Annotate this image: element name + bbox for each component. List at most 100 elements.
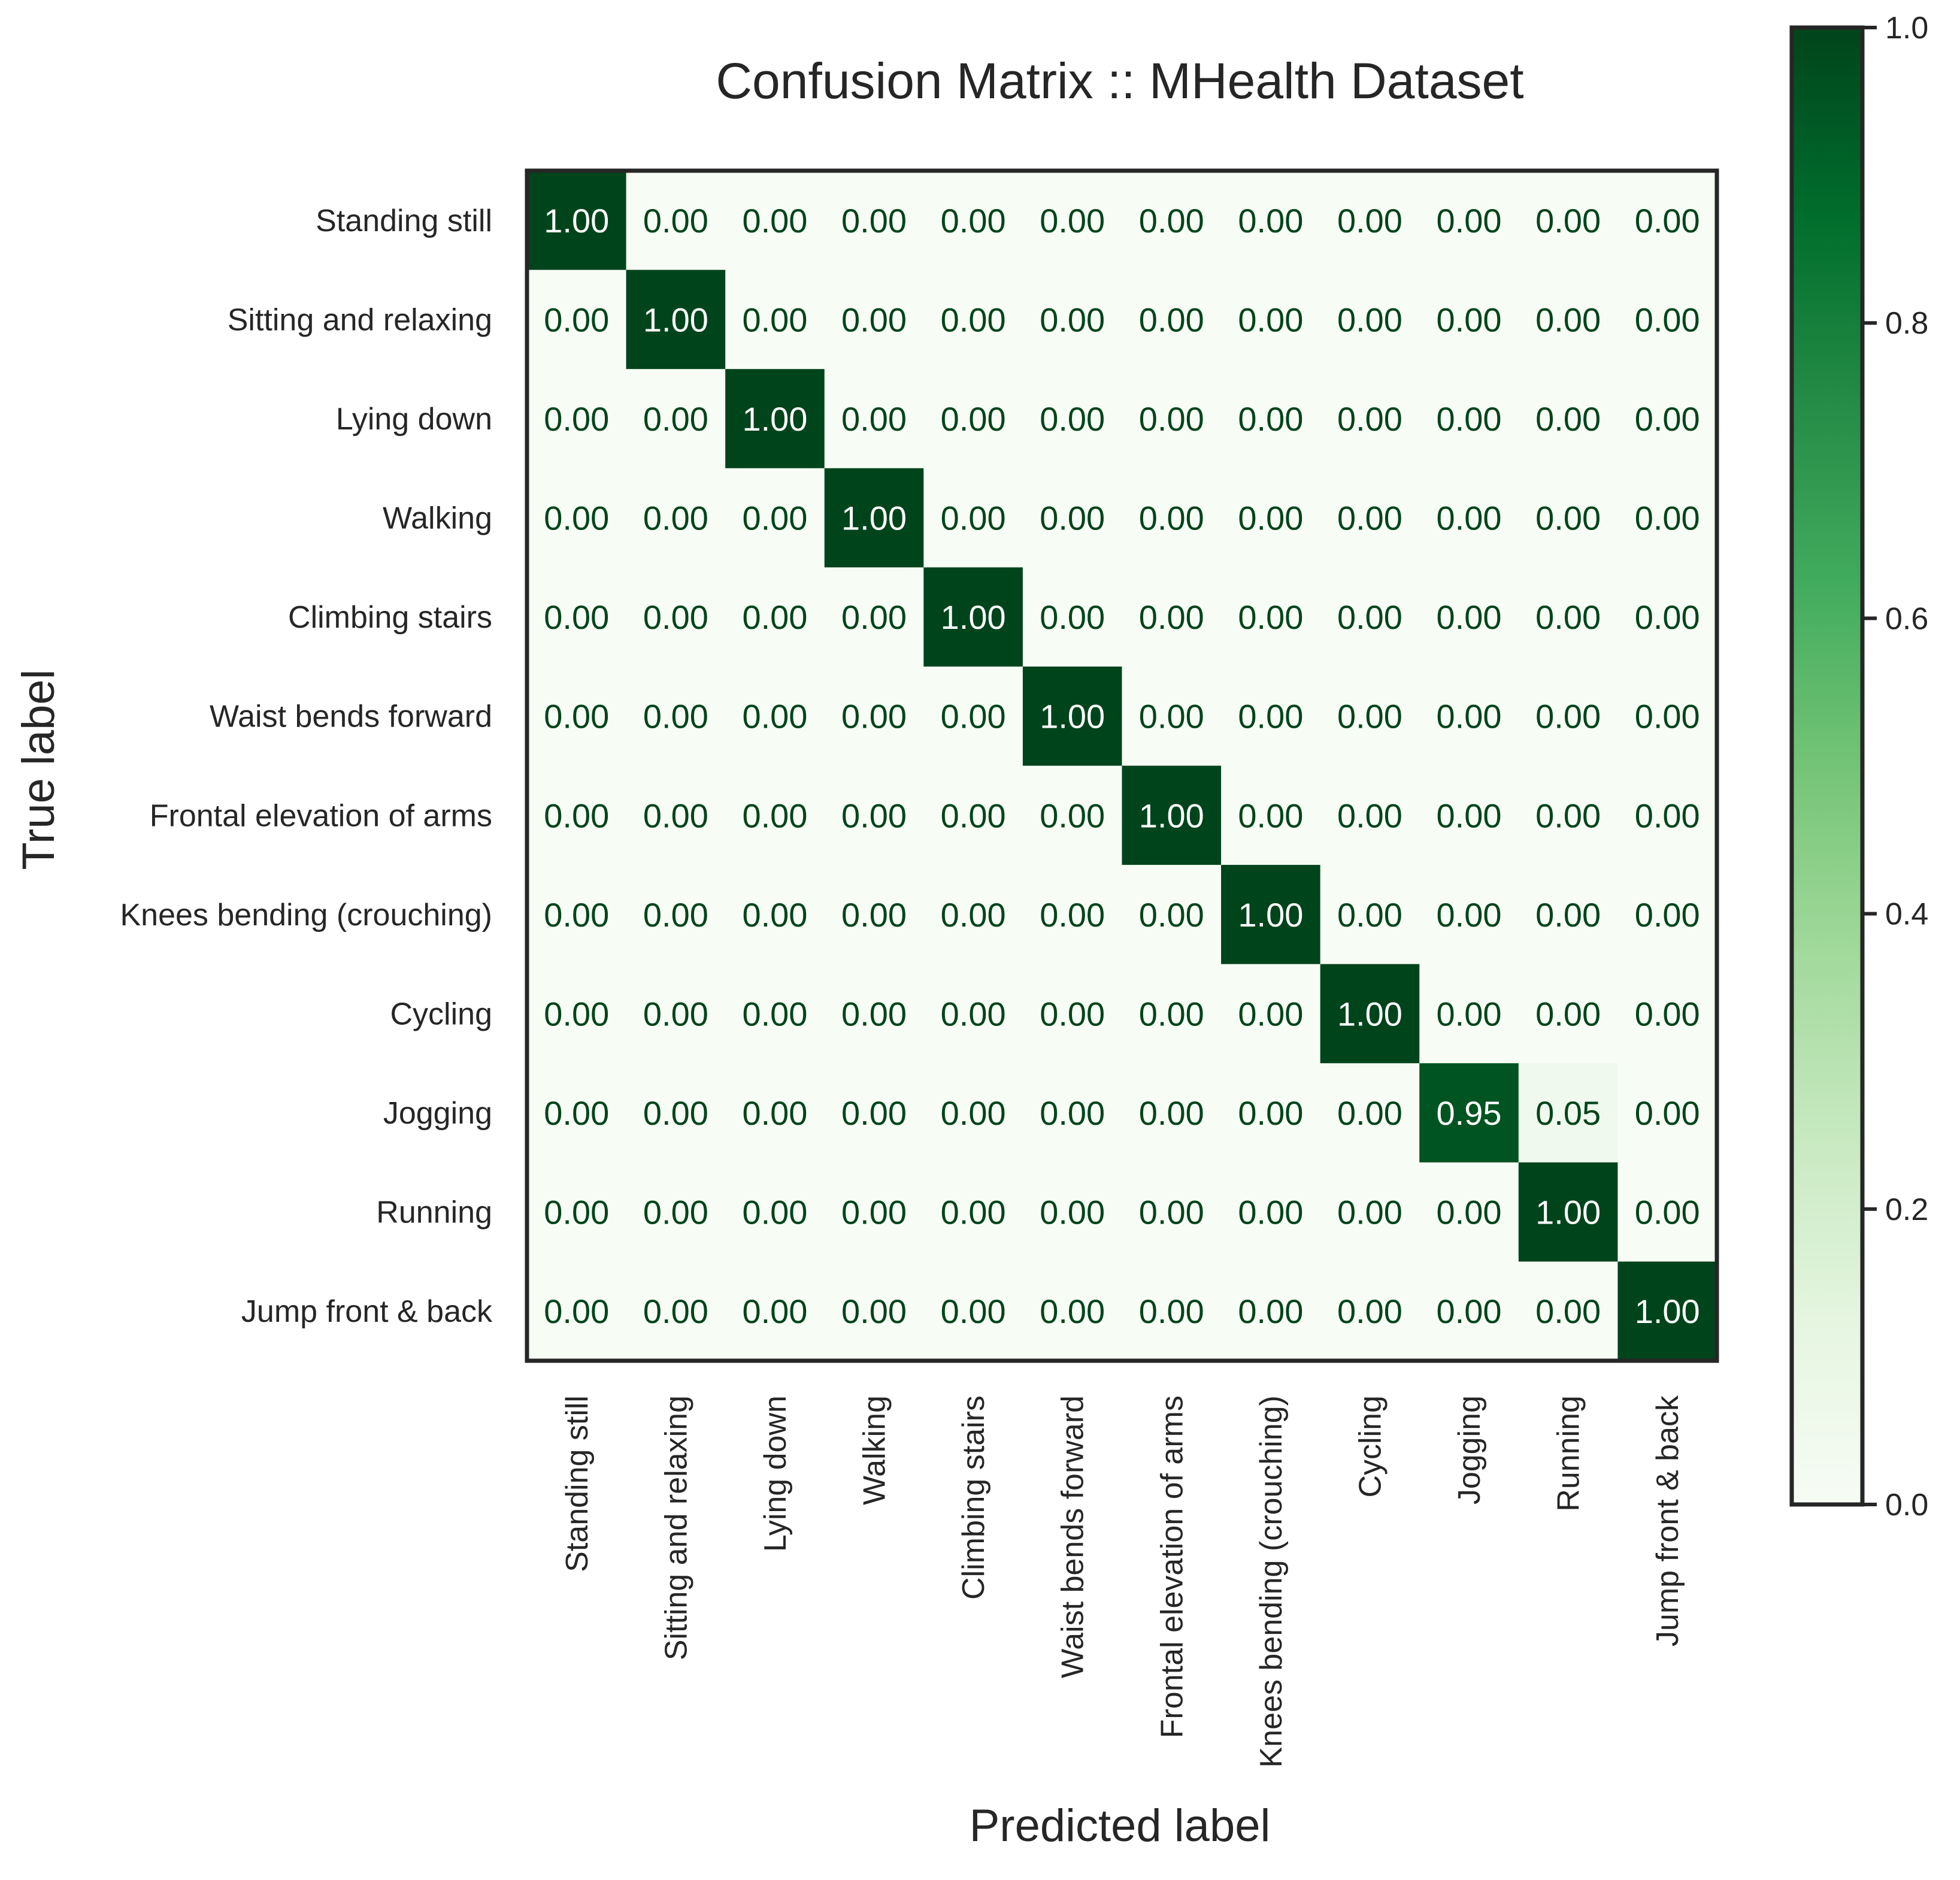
colorbar-ticks: 0.0 0.2 0.4 0.6 0.8 1.0 bbox=[1862, 11, 1928, 1522]
heatmap-cell bbox=[824, 1162, 924, 1263]
heatmap-cell bbox=[725, 171, 825, 271]
cell-value-label: 0.00 bbox=[1040, 598, 1105, 636]
cell-value-label: 1.00 bbox=[1635, 1292, 1700, 1330]
colorbar-tick-label: 1.0 bbox=[1885, 11, 1928, 46]
cell-value-label: 0.00 bbox=[742, 896, 807, 934]
heatmap-cell bbox=[1022, 765, 1123, 865]
cell-value-label: 0.00 bbox=[643, 400, 708, 438]
cell-value-label: 0.00 bbox=[742, 797, 807, 834]
heatmap-frame bbox=[525, 168, 1719, 1363]
cell-value-label: 1.00 bbox=[1040, 698, 1105, 735]
cell-value-label: 1.00 bbox=[1139, 797, 1204, 834]
heatmap-cell bbox=[923, 567, 1023, 667]
heatmap-cell bbox=[725, 964, 825, 1064]
y-tick-label: Jump front & back bbox=[241, 1294, 493, 1329]
heatmap-cell bbox=[1320, 964, 1420, 1064]
heatmap-cell bbox=[626, 1261, 726, 1361]
cell-value-labels: 1.00 0.00 0.00 0.00 0.00 0.00 0.00 0.00 0.00 0.00… bbox=[544, 202, 1700, 1330]
heatmap-cell bbox=[1617, 1063, 1717, 1163]
cell-value-label: 0.00 bbox=[544, 301, 609, 338]
heatmap-cell bbox=[626, 1162, 726, 1263]
heatmap-cell bbox=[1122, 765, 1222, 865]
cell-value-label: 0.00 bbox=[1535, 995, 1601, 1033]
heatmap-cell bbox=[1320, 1063, 1420, 1163]
heatmap-cell bbox=[1617, 369, 1717, 469]
cell-value-label: 0.00 bbox=[1635, 698, 1700, 735]
heatmap-cell bbox=[1122, 1162, 1222, 1263]
heatmap-cell bbox=[725, 1063, 825, 1163]
heatmap-cell bbox=[1022, 468, 1123, 568]
cell-value-label: 0.00 bbox=[841, 400, 907, 438]
heatmap-cell bbox=[923, 1162, 1023, 1263]
cell-value-label: 0.00 bbox=[544, 598, 609, 636]
y-axis-ticks: Standing still Sitting and relaxing Lying … bbox=[120, 204, 493, 1329]
heatmap-cell bbox=[1022, 865, 1123, 965]
heatmap-cell bbox=[725, 270, 825, 370]
heatmap-cell bbox=[1320, 369, 1420, 469]
cell-value-label: 0.00 bbox=[841, 797, 907, 834]
heatmap-cell bbox=[1419, 1063, 1519, 1163]
x-tick-label: Lying down bbox=[758, 1395, 793, 1552]
cell-value-label: 0.00 bbox=[1040, 400, 1105, 438]
cell-value-label: 0.00 bbox=[643, 797, 708, 834]
cell-value-label: 0.00 bbox=[1437, 1194, 1502, 1231]
heatmap-cell bbox=[725, 567, 825, 667]
heatmap-cell bbox=[725, 369, 825, 469]
colorbar-tick-label: 0.2 bbox=[1885, 1192, 1928, 1227]
x-axis-label: Predicted label bbox=[970, 1800, 1271, 1851]
heatmap-cell bbox=[1617, 468, 1717, 568]
y-tick-label: Running bbox=[376, 1195, 492, 1230]
heatmap-cell bbox=[527, 765, 627, 865]
cell-value-label: 0.00 bbox=[1635, 499, 1700, 537]
heatmap-cell bbox=[725, 1162, 825, 1263]
cell-value-label: 0.00 bbox=[1535, 202, 1601, 240]
heatmap-cell bbox=[626, 865, 726, 965]
heatmap-cell bbox=[1419, 1261, 1519, 1361]
heatmap-cell bbox=[626, 666, 726, 767]
heatmap-cell bbox=[527, 865, 627, 965]
cell-value-label: 0.00 bbox=[1040, 1094, 1105, 1132]
cell-value-label: 0.00 bbox=[941, 1292, 1006, 1330]
cell-value-label: 0.00 bbox=[1635, 1094, 1700, 1132]
cell-value-label: 0.00 bbox=[742, 995, 807, 1033]
heatmap-cell bbox=[1617, 865, 1717, 965]
cell-value-label: 0.00 bbox=[1139, 1194, 1204, 1231]
heatmap-cell bbox=[725, 765, 825, 865]
cell-value-label: 0.00 bbox=[941, 301, 1006, 338]
cell-value-label: 0.00 bbox=[1337, 896, 1402, 934]
x-tick-label: Knees bending (crouching) bbox=[1254, 1395, 1289, 1768]
cell-value-label: 0.00 bbox=[1437, 202, 1502, 240]
cell-value-label: 0.00 bbox=[544, 995, 609, 1033]
heatmap-cell bbox=[725, 666, 825, 767]
colorbar bbox=[1789, 25, 1865, 1507]
cell-value-label: 0.00 bbox=[1238, 995, 1303, 1033]
cell-value-label: 0.00 bbox=[1535, 301, 1601, 338]
heatmap-cell bbox=[626, 567, 726, 667]
heatmap-cell bbox=[1221, 171, 1321, 271]
x-tick-label: Waist bends forward bbox=[1056, 1395, 1090, 1678]
cell-value-label: 1.00 bbox=[742, 400, 807, 438]
heatmap-cell bbox=[923, 171, 1023, 271]
heatmap-cell bbox=[1419, 865, 1519, 965]
heatmap-cell bbox=[1022, 567, 1123, 667]
cell-value-label: 0.00 bbox=[841, 1292, 907, 1330]
heatmap-cell bbox=[1419, 666, 1519, 767]
heatmap-cell bbox=[1022, 1261, 1123, 1361]
cell-value-label: 0.00 bbox=[643, 896, 708, 934]
heatmap-cell bbox=[1518, 1261, 1619, 1361]
cell-value-label: 0.00 bbox=[841, 1194, 907, 1231]
heatmap-cell bbox=[1221, 567, 1321, 667]
heatmap-cell bbox=[923, 369, 1023, 469]
heatmap-cell bbox=[527, 1261, 627, 1361]
heatmap-cell bbox=[824, 1261, 924, 1361]
heatmap-cell bbox=[626, 1063, 726, 1163]
cell-value-label: 1.00 bbox=[1238, 896, 1303, 934]
cell-value-label: 0.00 bbox=[742, 598, 807, 636]
heatmap-cell bbox=[1617, 1162, 1717, 1263]
heatmap-cell bbox=[527, 369, 627, 469]
cell-value-label: 0.00 bbox=[742, 1292, 807, 1330]
heatmap-cell bbox=[1518, 666, 1619, 767]
cell-value-label: 0.00 bbox=[841, 1094, 907, 1132]
heatmap-cell bbox=[923, 765, 1023, 865]
cell-value-label: 0.00 bbox=[1139, 1292, 1204, 1330]
